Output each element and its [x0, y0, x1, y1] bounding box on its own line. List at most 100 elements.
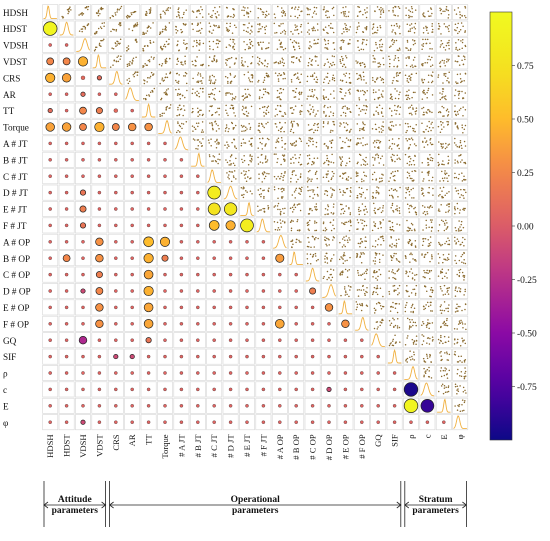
scatter-point [463, 276, 465, 279]
scatter-point [317, 64, 319, 66]
scatter-point [461, 126, 464, 129]
scatter-panel [159, 7, 172, 19]
scatter-point [431, 75, 433, 77]
scatter-point [282, 77, 284, 80]
scatter-point [342, 258, 344, 260]
scatter-point [447, 237, 449, 239]
scatter-point [293, 142, 296, 144]
scatter-point [463, 359, 466, 362]
scatter-point [316, 55, 318, 58]
matrix-cell [321, 283, 337, 299]
scatter-point [298, 192, 300, 195]
scatter-point [180, 31, 183, 34]
scatter-point [424, 271, 426, 274]
scatter-point [94, 48, 97, 51]
scatter-point [371, 76, 374, 79]
scatter-point [378, 96, 381, 99]
scatter-point [284, 77, 286, 80]
scatter-point [443, 387, 446, 389]
scatter-point [261, 47, 263, 49]
scatter-point [297, 32, 300, 35]
scatter-point [455, 42, 457, 44]
scatter-point [131, 62, 133, 65]
scatter-point [339, 136, 341, 139]
scatter-panel [273, 202, 286, 216]
scatter-point [307, 22, 309, 25]
scatter-point [277, 208, 279, 211]
scatter-point [230, 154, 233, 157]
scatter-panel [291, 186, 303, 199]
scatter-point [393, 76, 395, 79]
scatter-point [98, 42, 101, 45]
scatter-point [180, 63, 183, 65]
density-curve [338, 299, 353, 315]
scatter-point [295, 187, 298, 190]
scatter-point [234, 62, 236, 64]
scatter-point [245, 190, 247, 192]
scatter-point [329, 106, 332, 108]
scatter-point [407, 226, 409, 229]
scatter-panel [142, 39, 155, 52]
scatter-point [345, 81, 348, 83]
scatter-point [391, 31, 393, 33]
scatter-point [229, 57, 231, 60]
scatter-panel [192, 138, 204, 150]
scatter-point [440, 33, 442, 35]
scatter-point [196, 10, 198, 13]
scatter-point [326, 256, 328, 259]
scatter-panel [454, 121, 467, 134]
scatter-point [394, 302, 397, 305]
scatter-point [95, 31, 97, 33]
scatter-point [348, 131, 351, 133]
scatter-point [376, 26, 379, 29]
scatter-panel [372, 153, 385, 166]
scatter-point [333, 254, 335, 256]
scatter-point [455, 48, 457, 50]
scatter-point [143, 79, 145, 81]
scatter-point [463, 175, 465, 178]
scatter-point [329, 221, 332, 224]
scatter-point [372, 191, 374, 194]
scatter-point [458, 173, 460, 176]
scatter-point [441, 383, 444, 385]
scatter-point [241, 9, 243, 11]
scatter-point [276, 229, 279, 231]
scatter-point [178, 49, 180, 51]
scatter-point [294, 6, 297, 8]
scatter-point [391, 39, 393, 42]
scatter-point [390, 342, 392, 344]
scatter-point [298, 230, 301, 232]
matrix-cell [255, 20, 272, 37]
matrix-cell [452, 86, 469, 103]
scatter-point [341, 203, 343, 206]
scatter-point [408, 190, 411, 193]
scatter-point [456, 145, 459, 148]
scatter-point [300, 10, 302, 13]
scatter-point [245, 110, 248, 113]
scatter-point [372, 89, 375, 91]
scatter-point [184, 60, 186, 62]
scatter-point [103, 25, 105, 28]
scatter-point [314, 29, 316, 32]
scatter-point [131, 29, 134, 32]
scatter-point [132, 11, 134, 14]
scatter-point [460, 40, 462, 42]
scatter-point [408, 175, 411, 177]
scatter-point [279, 60, 282, 63]
scatter-point [425, 25, 427, 28]
scatter-point [161, 48, 164, 50]
scatter-panel [323, 153, 335, 166]
scatter-point [410, 306, 413, 309]
scatter-point [217, 107, 219, 110]
scatter-point [414, 65, 417, 68]
scatter-point [261, 181, 263, 183]
scatter-point [378, 62, 381, 64]
scatter-point [423, 308, 425, 311]
scatter-point [458, 64, 461, 66]
scatter-point [120, 55, 122, 57]
scatter-point [397, 15, 399, 17]
scatter-point [284, 122, 286, 124]
scatter-point [248, 22, 250, 24]
scatter-point [247, 7, 249, 9]
scatter-point [327, 10, 329, 13]
